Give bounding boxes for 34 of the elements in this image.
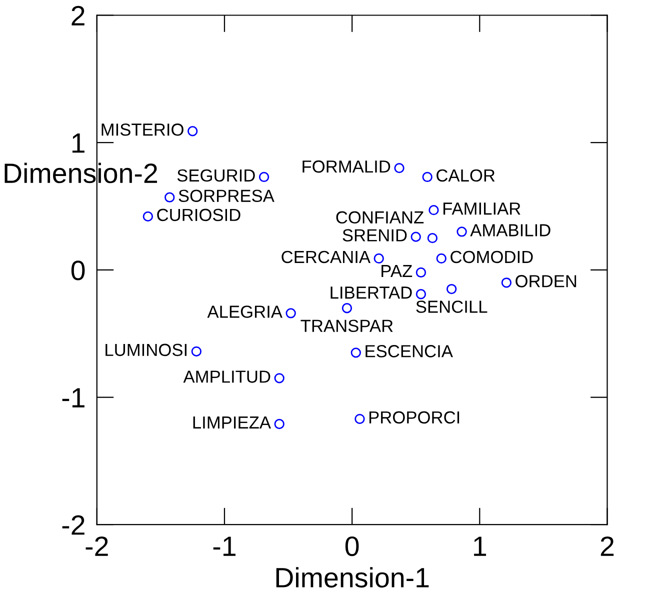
data-label: FAMILIAR	[443, 202, 520, 215]
x-tick-label: 0	[345, 536, 359, 556]
data-label: COMODID	[450, 250, 533, 264]
x-axis-title: Dimension-1	[276, 567, 429, 588]
data-label: AMABILID	[470, 224, 550, 236]
data-label: LIBERTAD	[330, 286, 412, 299]
y-tick-label: 0	[71, 260, 85, 280]
data-label: ESCENCIA	[366, 345, 453, 358]
data-label: CERCANIA	[282, 250, 370, 264]
data-label: TRANSPAR	[300, 320, 393, 332]
x-tick-label: 1	[474, 536, 486, 556]
data-label: FORMALID	[302, 160, 390, 173]
data-label: SRENID	[342, 229, 407, 242]
data-label: MISTERIO	[102, 123, 184, 136]
data-label: ORDEN	[516, 275, 576, 288]
data-label: SENCILL	[416, 300, 488, 313]
data-label: SEGURID	[177, 169, 255, 182]
y-tick-label: -1	[62, 388, 84, 408]
data-label: ALEGRIA	[207, 306, 282, 318]
data-label: LIMPIEZA	[193, 416, 271, 428]
data-label: AMPLITUD	[183, 370, 270, 383]
data-label: LUMINOSI	[106, 344, 186, 356]
data-label: CURIOSID	[157, 208, 240, 222]
x-tick-label: 2	[600, 536, 614, 556]
y-tick-label: 2	[72, 6, 84, 26]
x-tick-label: -2	[86, 536, 108, 556]
data-label: PROPORCI	[369, 411, 460, 424]
x-tick-label: -1	[213, 536, 236, 556]
data-label: CONFIANZ	[336, 211, 424, 224]
y-tick-label: 1	[72, 134, 84, 153]
data-label: CALOR	[436, 169, 495, 182]
data-label: PAZ	[382, 265, 412, 277]
data-label: SORPRESA	[178, 190, 274, 202]
y-tick-label: -2	[62, 515, 84, 535]
